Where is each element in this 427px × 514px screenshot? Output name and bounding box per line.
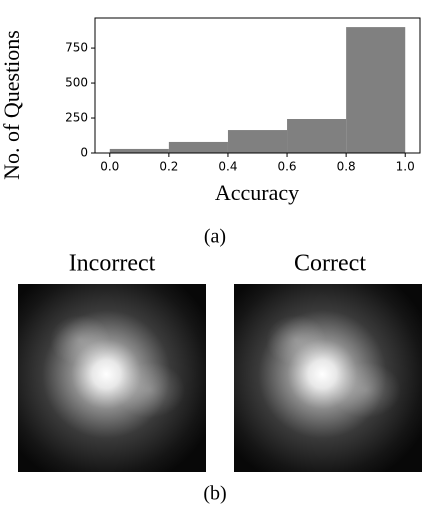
- x-tick-label: 0.2: [159, 160, 178, 174]
- x-tick-label: 0.8: [337, 160, 356, 174]
- y-tick-label: 500: [65, 76, 88, 90]
- x-tick-label: 0.6: [277, 160, 296, 174]
- y-tick-label: 0: [80, 146, 88, 160]
- y-tick-label: 250: [65, 111, 88, 125]
- x-axis-label: Accuracy: [215, 180, 299, 205]
- caption: (b): [203, 483, 226, 505]
- bar: [109, 148, 169, 153]
- panel-title: Correct: [294, 251, 366, 277]
- bar: [346, 27, 406, 154]
- bar: [168, 141, 228, 153]
- plot-frame: [94, 17, 421, 154]
- x-tick-label: 1.0: [396, 160, 415, 174]
- heatmap: [18, 284, 206, 472]
- x-tick-label: 0.4: [218, 160, 237, 174]
- x-tick-label: 0.0: [100, 160, 119, 174]
- panel-title: Incorrect: [69, 251, 156, 277]
- heatmap: [234, 284, 422, 472]
- bar: [287, 119, 347, 153]
- caption: (a): [204, 226, 226, 248]
- y-axis-label: No. of Questions: [0, 30, 24, 180]
- bar: [227, 130, 288, 153]
- y-tick-label: 750: [65, 41, 88, 55]
